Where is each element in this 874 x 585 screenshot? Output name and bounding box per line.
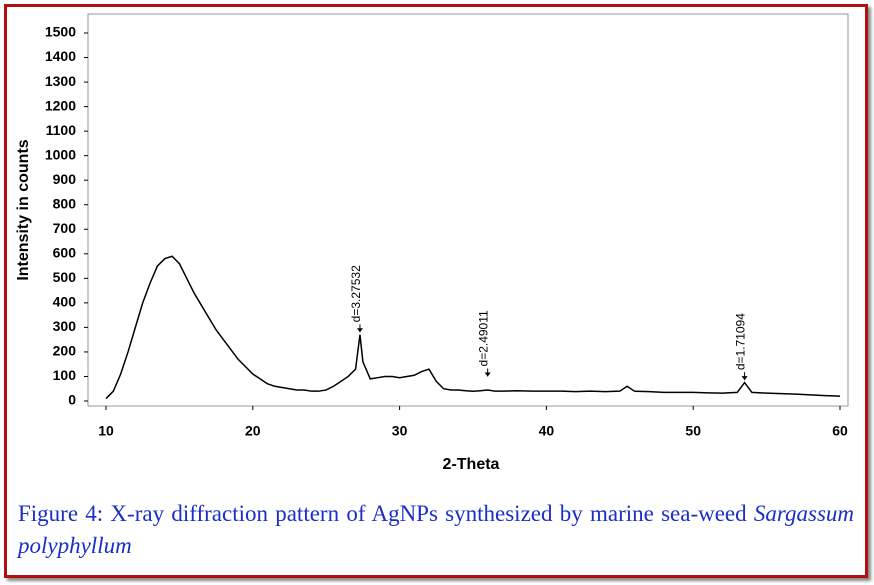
plot-frame xyxy=(87,13,849,407)
y-tick-label: 1100 xyxy=(46,122,77,138)
y-tick-label: 1000 xyxy=(45,146,76,162)
y-tick-label: 1400 xyxy=(45,48,76,64)
x-tick-label: 40 xyxy=(539,423,555,439)
y-tick-label: 600 xyxy=(53,245,77,261)
annotation-label: d=2.49011 xyxy=(477,310,491,366)
x-tick-label: 50 xyxy=(685,423,701,439)
x-tick-label: 30 xyxy=(392,423,408,439)
annotation-arrowhead xyxy=(741,376,748,381)
annotation-label: d=1.71094 xyxy=(734,313,748,370)
annotation-arrowhead xyxy=(356,328,363,333)
x-axis-label: 2-Theta xyxy=(443,456,500,473)
caption-species: Sargassum polyphyllum xyxy=(18,501,854,558)
annotation-arrowhead xyxy=(484,372,491,377)
figure-frame xyxy=(4,4,868,578)
y-tick-label: 800 xyxy=(53,195,77,211)
y-tick-label: 1500 xyxy=(45,24,76,40)
y-tick-label: 0 xyxy=(68,392,76,408)
y-tick-label: 1300 xyxy=(45,73,76,89)
annotation-label: d=3.27532 xyxy=(349,265,363,322)
x-tick-label: 10 xyxy=(98,423,114,439)
chart: 2-Theta Intensity in counts 0 100 200 300 40… xyxy=(15,13,849,473)
data-line xyxy=(105,255,841,400)
y-tick-label: 400 xyxy=(53,294,77,310)
y-tick-label: 700 xyxy=(53,220,77,236)
caption: Figure 4: X-ray diffraction pattern of A… xyxy=(18,498,854,562)
y-tick-label: 200 xyxy=(53,343,77,359)
x-tick-label: 20 xyxy=(245,423,261,439)
y-tick-label: 1200 xyxy=(45,97,76,113)
x-tick-label: 60 xyxy=(832,423,848,439)
y-tick-label: 500 xyxy=(53,269,77,285)
y-tick-label: 900 xyxy=(53,171,77,187)
y-tick-label: 100 xyxy=(53,367,77,383)
y-tick-label: 300 xyxy=(53,318,77,334)
y-axis-label: Intensity in counts xyxy=(15,139,32,280)
caption-text: Figure 4: X-ray diffraction pattern of A… xyxy=(18,501,747,526)
